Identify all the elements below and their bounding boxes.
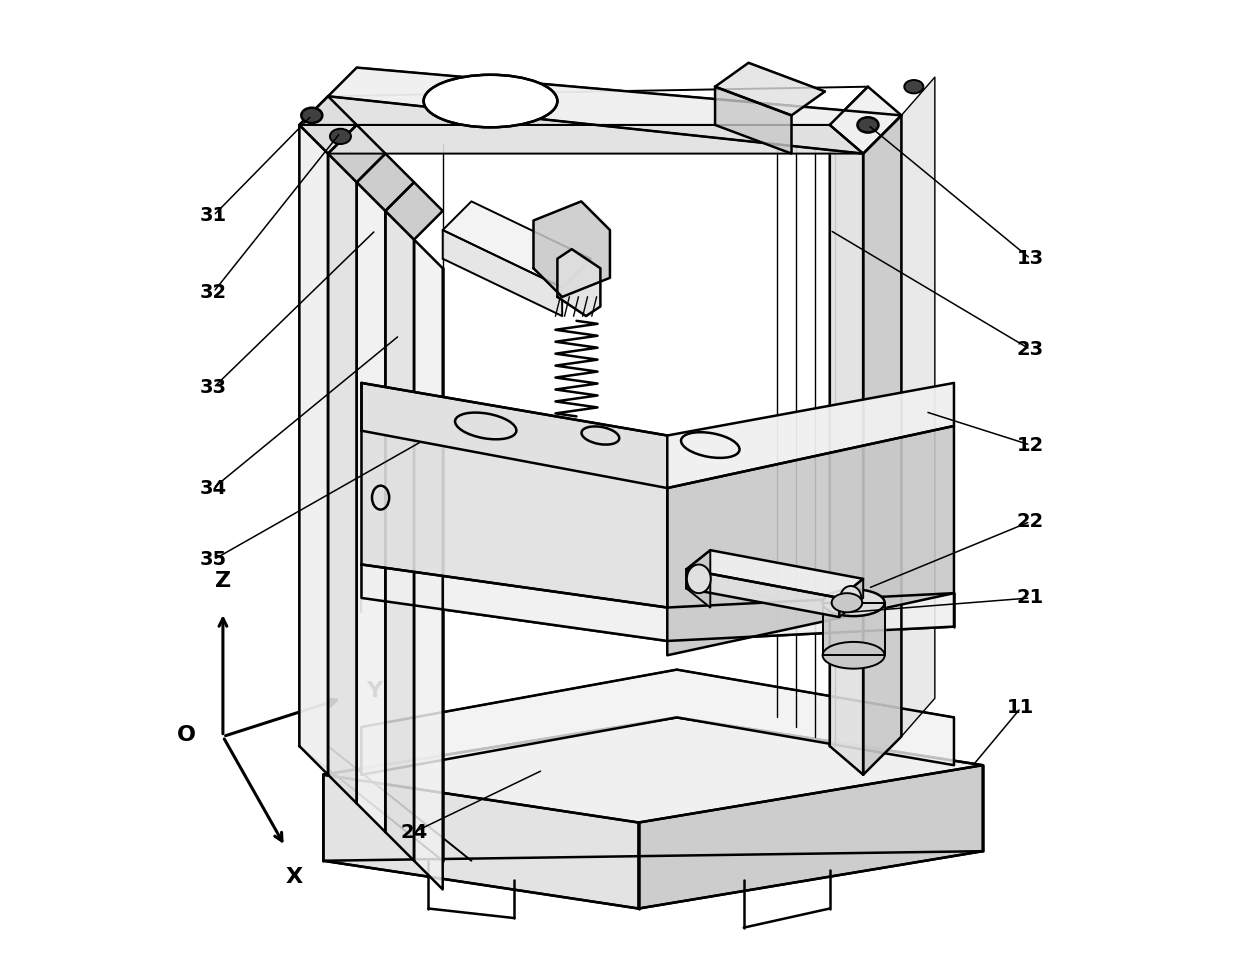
Polygon shape [362,383,668,608]
Polygon shape [300,97,864,153]
Ellipse shape [686,565,711,593]
Ellipse shape [823,642,885,669]
Polygon shape [328,68,902,153]
Polygon shape [715,63,825,116]
Polygon shape [686,550,864,598]
Text: 31: 31 [199,206,227,225]
Polygon shape [638,766,983,908]
Polygon shape [323,718,983,822]
Text: 35: 35 [199,550,227,569]
Polygon shape [328,125,385,182]
Polygon shape [686,569,839,617]
Text: 22: 22 [1017,512,1044,531]
Ellipse shape [823,590,885,616]
Polygon shape [362,670,954,775]
Polygon shape [839,579,864,617]
Polygon shape [362,383,954,488]
Text: Z: Z [214,571,230,591]
Polygon shape [902,78,935,737]
Polygon shape [300,125,328,775]
Text: 13: 13 [1017,249,1044,268]
Polygon shape [715,87,792,153]
Text: O: O [177,724,196,745]
Text: 33: 33 [199,378,227,397]
Polygon shape [686,550,710,608]
Polygon shape [362,565,954,641]
Text: 24: 24 [400,823,427,841]
Ellipse shape [301,108,322,123]
Polygon shape [534,201,610,297]
Polygon shape [864,116,902,775]
Polygon shape [442,230,563,316]
Text: 21: 21 [1017,589,1044,608]
Ellipse shape [857,118,878,133]
Polygon shape [558,249,601,316]
Text: 12: 12 [1017,435,1044,455]
Polygon shape [830,87,902,153]
Ellipse shape [840,586,861,610]
Polygon shape [328,153,357,804]
Text: Y: Y [367,680,383,701]
Text: X: X [286,867,304,887]
Text: 11: 11 [1007,699,1035,718]
Polygon shape [385,211,414,860]
Text: 34: 34 [199,478,227,498]
Polygon shape [830,125,864,775]
Polygon shape [442,201,591,287]
Polygon shape [823,603,885,656]
Polygon shape [668,426,954,656]
Ellipse shape [904,80,923,94]
Polygon shape [323,775,638,908]
Polygon shape [357,182,385,832]
Text: 32: 32 [199,282,227,301]
Polygon shape [300,125,864,153]
Ellipse shape [424,75,558,127]
Ellipse shape [831,593,862,612]
Polygon shape [414,239,442,889]
Ellipse shape [330,129,351,145]
Polygon shape [385,182,442,239]
Polygon shape [357,153,414,211]
Polygon shape [300,97,357,153]
Text: 23: 23 [1017,340,1044,359]
